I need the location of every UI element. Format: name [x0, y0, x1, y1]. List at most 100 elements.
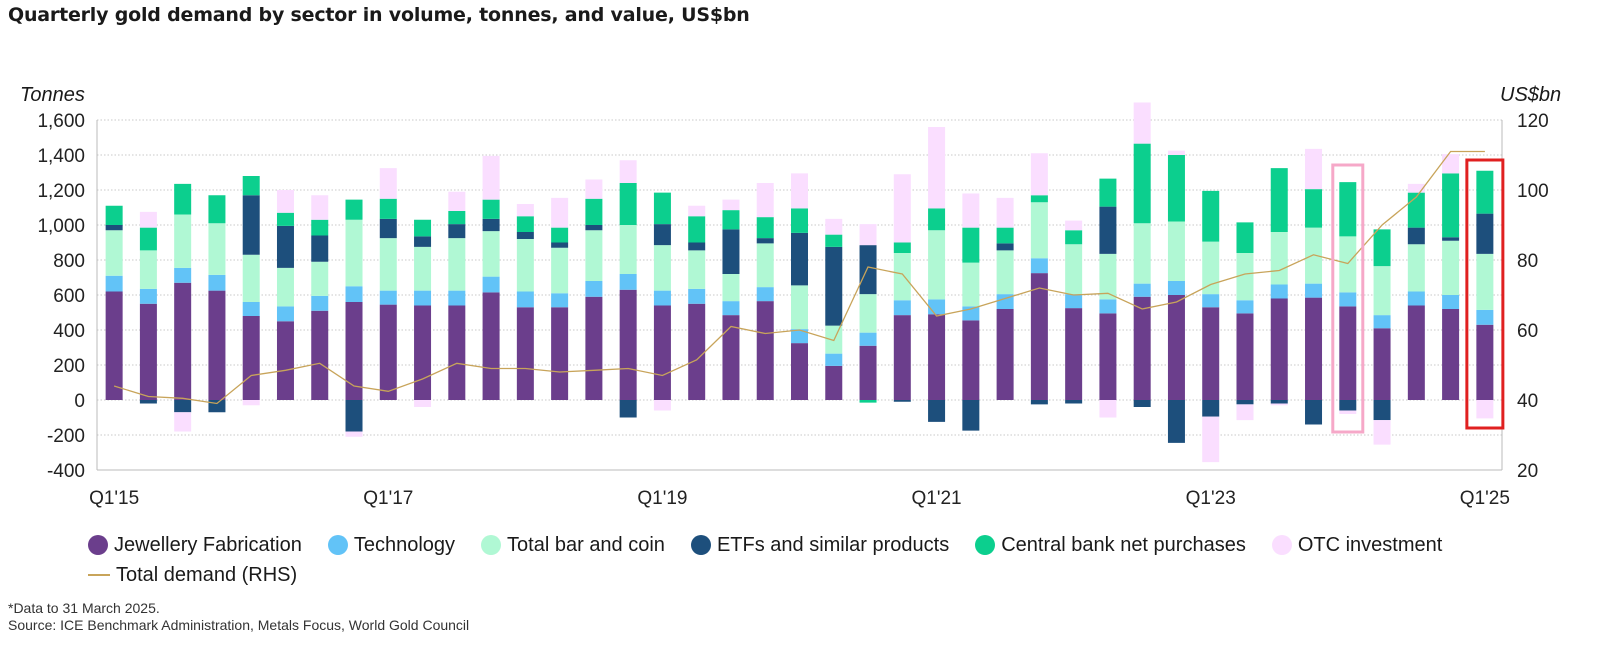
bar-segment [619, 225, 637, 274]
bar-segment [276, 321, 294, 400]
left-axis-unit: Tonnes [20, 84, 85, 106]
legend-item: Jewellery Fabrication [88, 534, 302, 557]
legend-item: OTC investment [1271, 534, 1442, 557]
legend-label: ETFs and similar products [716, 533, 950, 556]
highlight-box [1465, 158, 1505, 430]
bar-segment [1305, 400, 1323, 425]
bar-segment [1202, 416, 1220, 463]
x-tick-label: Q1'21 [912, 488, 962, 509]
bar-segment [1065, 230, 1083, 245]
y-left-tick-label: 800 [53, 251, 85, 272]
bar-segment [1030, 400, 1048, 405]
bar-segment [1407, 291, 1425, 306]
bar-segment [482, 218, 500, 232]
bar-segment [1236, 313, 1254, 400]
bar-segment [1407, 305, 1425, 400]
bar-segment [1476, 213, 1494, 254]
bar-segment [653, 400, 671, 411]
bar-segment [756, 217, 774, 239]
legend-swatch [88, 535, 108, 555]
x-tick-label: Q1'23 [1186, 488, 1236, 509]
bar-segment [1133, 143, 1151, 224]
bar-segment [1133, 400, 1151, 407]
bar-segment [722, 199, 740, 211]
bar-segment [1270, 403, 1288, 406]
bar-segment [928, 299, 946, 315]
bar-segment [139, 227, 157, 251]
bar-segment [859, 345, 877, 400]
y-left-tick-label: 600 [53, 286, 85, 307]
bar-segment [688, 216, 706, 243]
bar-segment [859, 294, 877, 333]
bar-segment [756, 301, 774, 400]
bar-segment [1270, 400, 1288, 404]
bar-segment [996, 227, 1014, 244]
bar-segment [893, 253, 911, 301]
bar-segment [1373, 266, 1391, 316]
bar-segment [653, 224, 671, 246]
legend-swatch [1271, 535, 1292, 555]
bar-segment [791, 173, 808, 209]
bar-segment [928, 208, 946, 231]
bar-segment [139, 400, 157, 404]
bar-segment [688, 303, 706, 400]
bar-segment [1202, 241, 1220, 295]
bar-segment [1476, 324, 1494, 400]
y-left-tick-label: -200 [47, 426, 85, 447]
bar-segment [962, 320, 980, 400]
bar-segment [482, 276, 500, 293]
y-left-tick-label: 1,400 [37, 146, 85, 167]
bar-segment [1339, 410, 1357, 414]
bar-segment [653, 192, 671, 225]
y-left-tick-label: 1,200 [37, 181, 85, 202]
bar-segment [825, 353, 843, 366]
legend-item: Central bank net purchases [975, 534, 1246, 557]
bar-segment [379, 238, 397, 291]
bar-segment [482, 155, 500, 200]
bar-segment [1442, 295, 1460, 309]
bar-segment [414, 400, 432, 407]
bar-segment [448, 290, 466, 306]
bar-segment [962, 193, 980, 228]
bar-segment [791, 329, 808, 344]
bar-segment [825, 246, 843, 326]
bar-segment [311, 219, 329, 236]
bar-segment [1030, 273, 1048, 400]
bar-segment [1167, 295, 1185, 400]
bar-segment [276, 190, 294, 213]
bar-segment [448, 211, 466, 225]
x-tick-label: Q1'17 [363, 488, 413, 509]
bar-segment [208, 274, 226, 291]
y-right-tick-label: 20 [1517, 461, 1538, 482]
bar-segment [1202, 190, 1220, 242]
bar-segment [996, 243, 1014, 251]
bar-segment [688, 242, 706, 251]
y-left-tick-label: 1,600 [37, 111, 85, 132]
x-tick-label: Q1'25 [1460, 488, 1510, 509]
bar-segment [1476, 309, 1494, 325]
bar-segment [1099, 253, 1117, 300]
bar-segment [1407, 192, 1425, 228]
bar-segment [585, 198, 603, 225]
bar-segment [208, 290, 226, 400]
chart-plot: -400 -200 0 200 400 600 800 1,000 1,200 1,400 1,60… [37, 102, 1549, 509]
y-right-tick-label: 60 [1517, 321, 1538, 342]
bar-segment [311, 295, 329, 311]
bar-segment [1099, 206, 1117, 254]
bar-segment [1476, 400, 1494, 419]
legend: Jewellery Fabrication Technology Total bar… [88, 530, 1568, 590]
bar-segment [756, 287, 774, 302]
bar-segment [414, 236, 432, 247]
bar-segment [1339, 306, 1357, 400]
bar-segment [653, 245, 671, 291]
bar-segment [1442, 309, 1460, 400]
y-left-tick-label: 1,000 [37, 216, 85, 237]
bar-segment [688, 250, 706, 289]
legend-label: Total demand (RHS) [116, 563, 298, 586]
bar-segment [653, 305, 671, 400]
bar-segment [311, 310, 329, 400]
bar-segment [996, 197, 1014, 228]
bar-segment [482, 199, 500, 219]
bar-segment [345, 400, 363, 432]
bar-segment [482, 292, 500, 400]
